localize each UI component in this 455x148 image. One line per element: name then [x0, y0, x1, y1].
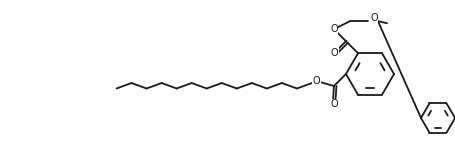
Text: O: O — [329, 99, 337, 109]
Text: O: O — [330, 48, 338, 58]
Text: O: O — [312, 76, 319, 86]
Text: O: O — [369, 13, 377, 23]
Text: O: O — [329, 24, 337, 34]
